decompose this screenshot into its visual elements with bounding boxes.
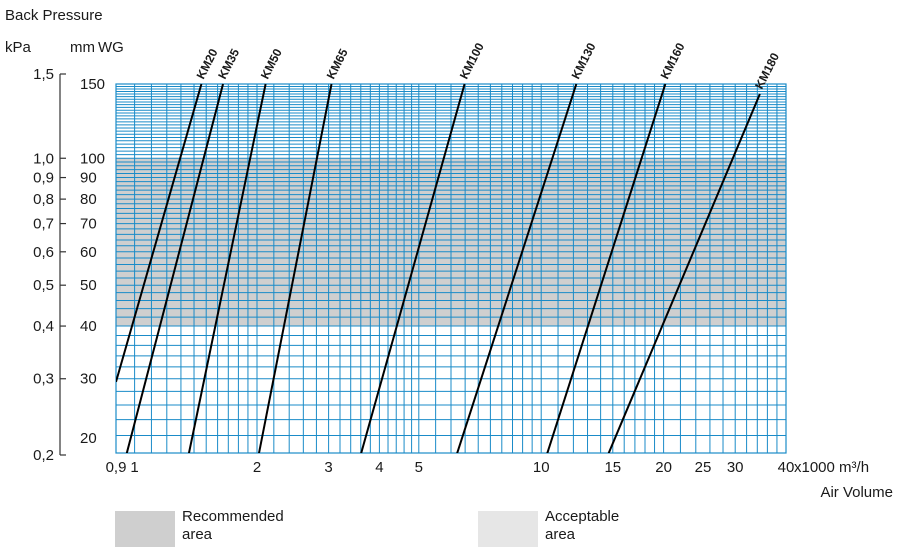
series-label-km35: KM35 [215,46,242,81]
kpa-tick-label: 0,4 [33,318,54,335]
series-line-km35 [125,83,225,453]
kpa-tick-label: 0,7 [33,216,54,233]
x-tick-label: 5 [415,459,423,476]
legend-acceptable-label: Acceptable area [545,508,619,544]
series-line-km65 [258,83,333,453]
y-unit-mm: mm [70,39,95,56]
x-tick-label: 20 [655,459,672,476]
mmwg-tick-label: 90 [80,170,97,187]
series-label-km160: KM160 [658,40,688,81]
kpa-tick-label: 0,3 [33,371,54,388]
kpa-tick-label: 1,0 [33,150,54,167]
legend-recommended-line2: area [182,526,213,543]
series-label-km100: KM100 [457,40,487,81]
x-tick-label: 30 [727,459,744,476]
series-line-km20 [116,83,203,383]
y-axis-title: Back Pressure [5,7,103,24]
kpa-tick-label: 0,5 [33,277,54,294]
series-label-km65: KM65 [324,46,351,81]
mmwg-tick-label: 50 [80,277,97,294]
legend-acceptable-swatch [478,511,538,547]
kpa-tick-label: 0,9 [33,170,54,187]
mmwg-tick-label: 60 [80,244,97,261]
series-line-km160 [546,83,667,453]
x-unit-label: x1000 m³/h [794,459,869,476]
legend-recommended-swatch [115,511,175,547]
x-tick-label: 1 [130,459,138,476]
series-line-km180 [607,93,761,453]
x-tick-label: 40 [778,459,795,476]
mmwg-tick-label: 70 [80,216,97,233]
x-axis-title: Air Volume [820,484,893,501]
x-tick-label: 2 [253,459,261,476]
x-tick-label: 10 [533,459,550,476]
series-label-km130: KM130 [569,40,599,81]
series-label-km50: KM50 [258,46,285,81]
legend-recommended-line1: Recommended [182,508,284,525]
series-label-km180: KM180 [752,50,782,91]
series-line-km100 [360,83,466,453]
legend-acceptable-line1: Acceptable [545,508,620,525]
mmwg-tick-label: 150 [80,76,105,93]
y-unit-wg: WG [98,39,124,56]
mmwg-tick-label: 40 [80,318,97,335]
x-tick-label: 25 [695,459,712,476]
kpa-tick-label: 1,5 [33,66,54,83]
mmwg-tick-label: 20 [80,430,97,447]
series-line-km50 [187,83,267,453]
series-line-km130 [456,83,578,453]
legend-acceptable-line2: area [545,526,576,543]
mmwg-tick-label: 80 [80,191,97,208]
kpa-tick-label: 0,6 [33,244,54,261]
kpa-tick-label: 0,8 [33,191,54,208]
mmwg-tick-label: 30 [80,371,97,388]
x-tick-label: 15 [604,459,621,476]
legend-recommended-label: Recommended area [182,508,284,544]
x-tick-label: 4 [375,459,383,476]
kpa-tick-label: 0,2 [33,447,54,464]
y-unit-kpa: kPa [5,39,32,56]
x-tick-label: 3 [324,459,332,476]
mmwg-tick-label: 100 [80,150,105,167]
x-tick-label: 0,9 [106,459,127,476]
